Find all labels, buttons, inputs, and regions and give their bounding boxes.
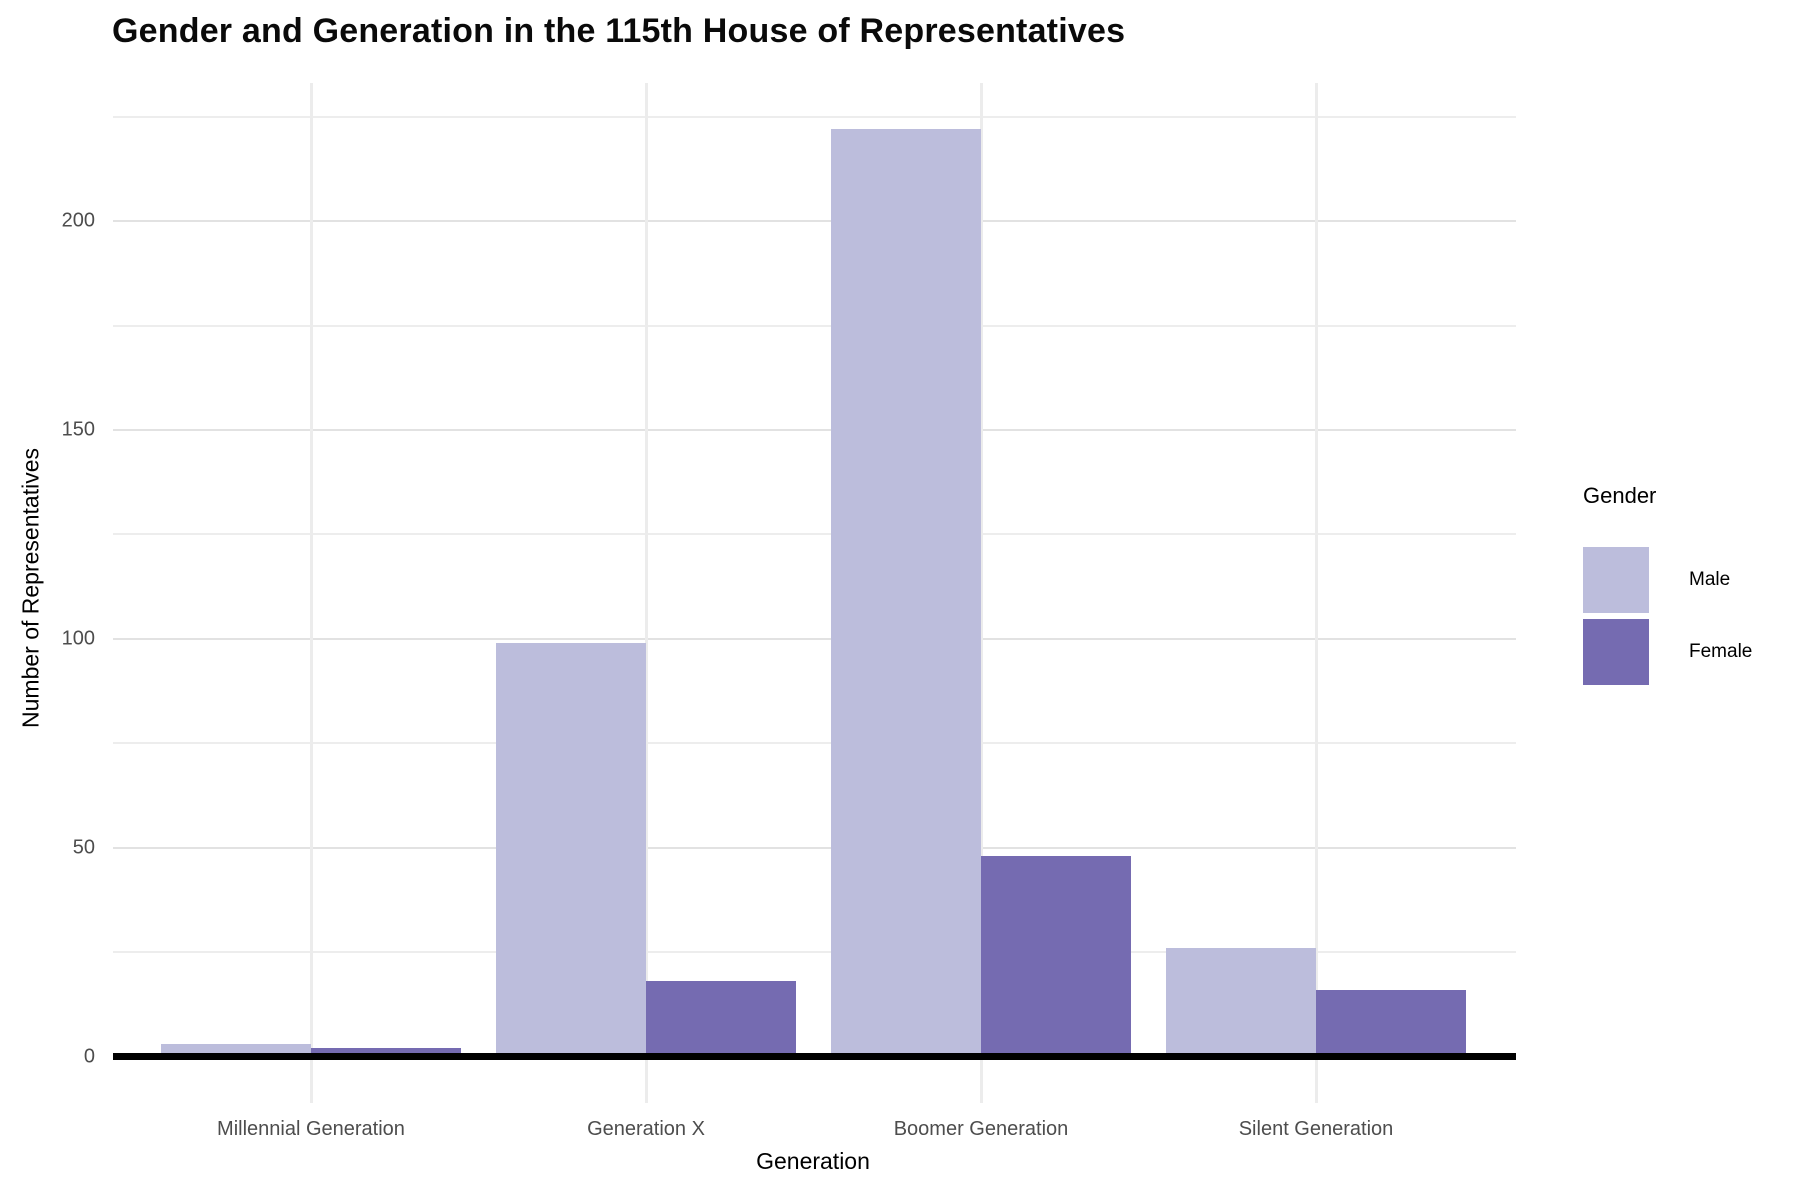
legend-label-female: Female: [1689, 641, 1753, 662]
y-tick-label-50: 50: [72, 836, 95, 859]
bar-female-2: [646, 981, 796, 1058]
x-tick-label-3: Boomer Generation: [893, 1118, 1069, 1140]
gridline-minor-y225: [113, 115, 1516, 118]
legend-entries: Male Female: [1583, 547, 1752, 685]
y-tick-label-150: 150: [61, 418, 95, 441]
legend-swatch-female: [1583, 619, 1649, 685]
y-tick-label-0: 0: [83, 1045, 95, 1067]
bar-male-2: [496, 642, 646, 1058]
x-tick-label-4: Silent Generation: [1238, 1118, 1394, 1140]
bar-female-3: [981, 856, 1131, 1058]
bar-male-4: [1166, 947, 1316, 1058]
gridline-major-y150: [113, 428, 1516, 431]
gridline-category-1: [309, 83, 313, 1103]
gridline-minor-y175: [113, 324, 1516, 327]
gridline-minor-y125: [113, 533, 1516, 536]
y-axis-title: Number of Representatives: [17, 448, 44, 728]
bar-female-4: [1316, 989, 1466, 1058]
legend-entry-female: Female: [1583, 619, 1752, 685]
gridline-minor-y25: [113, 951, 1516, 954]
x-tick-label-2: Generation X: [587, 1118, 705, 1140]
gridline-major-y100: [113, 637, 1516, 640]
gridline-category-4: [1314, 83, 1318, 1103]
x-tick-label-1: Millennial Generation: [217, 1118, 405, 1140]
legend: Gender Male Female: [1583, 483, 1752, 685]
bar-female-1: [311, 1048, 461, 1058]
gridline-category-3: [979, 83, 983, 1103]
legend-swatch-male: [1583, 547, 1649, 613]
legend-label-male: Male: [1689, 569, 1731, 590]
gridline-major-y50: [113, 846, 1516, 849]
gridline-category-2: [644, 83, 648, 1103]
y-tick-label-200: 200: [61, 209, 95, 232]
x-axis-zero-line: [113, 1053, 1516, 1060]
gridline-minor-y75: [113, 742, 1516, 745]
y-tick-label-100: 100: [61, 627, 95, 650]
legend-entry-male: Male: [1583, 547, 1752, 613]
x-axis-title: Generation: [756, 1148, 870, 1174]
bar-male-3: [831, 129, 981, 1058]
legend-title: Gender: [1583, 483, 1657, 508]
chart-title: Gender and Generation in the 115th House…: [112, 12, 1126, 50]
gridline-major-y200: [113, 220, 1516, 223]
